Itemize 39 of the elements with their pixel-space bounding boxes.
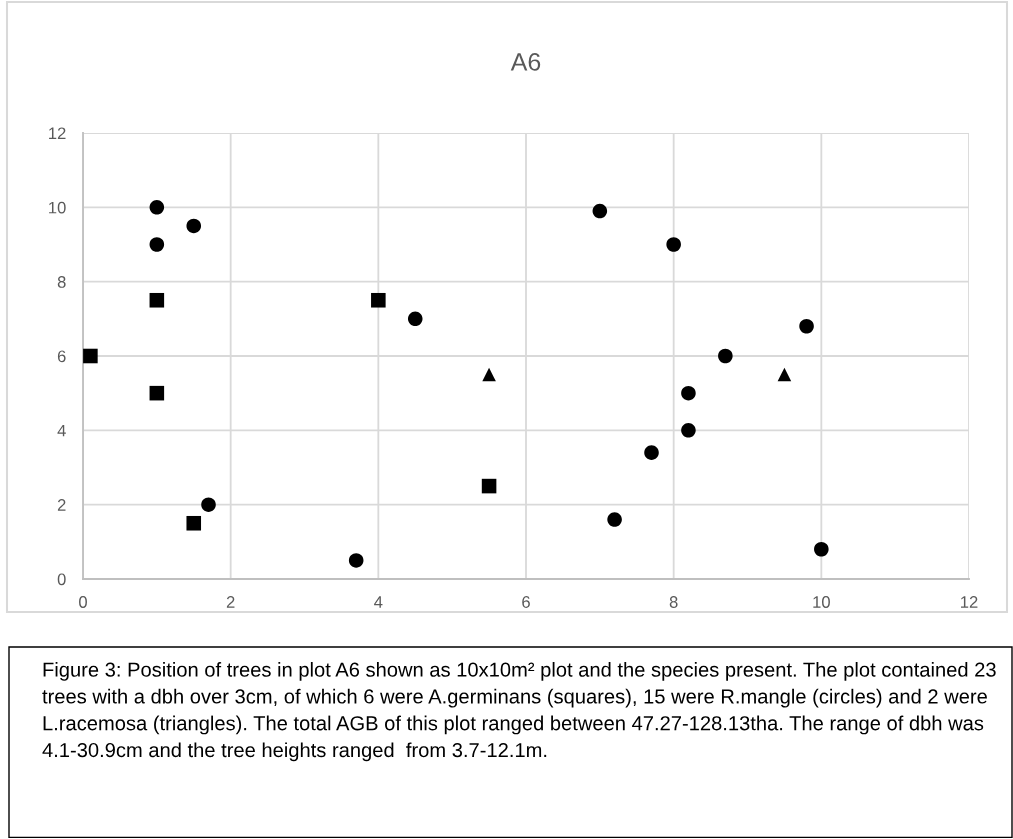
- point: [186, 515, 202, 531]
- point: [348, 553, 364, 568]
- point: [149, 385, 165, 401]
- y-tick-label: 6: [57, 350, 66, 363]
- point: [407, 311, 423, 327]
- point: [592, 203, 608, 219]
- point: [186, 218, 202, 234]
- x-tick-label: 4: [374, 596, 383, 608]
- point: [201, 497, 216, 512]
- point: [83, 348, 98, 364]
- point: [481, 478, 497, 494]
- y-tick-label: 10: [49, 201, 66, 214]
- point: [482, 367, 496, 382]
- point: [371, 292, 386, 308]
- point: [814, 541, 829, 557]
- y-tick-label: 8: [57, 276, 66, 288]
- point: [666, 237, 681, 252]
- x-tick-label: 10: [813, 596, 830, 608]
- y-tick-label: 0: [57, 573, 66, 586]
- point: [718, 348, 733, 364]
- point: [149, 292, 165, 308]
- x-tick-label: 12: [961, 596, 978, 608]
- x-tick-label: 8: [669, 596, 678, 608]
- point: [681, 385, 696, 401]
- x-tick-label: 0: [79, 596, 87, 608]
- x-tick-label: 2: [226, 596, 235, 608]
- y-tick-label: 12: [49, 127, 66, 140]
- point: [644, 445, 659, 460]
- y-tick-label: 2: [57, 499, 66, 511]
- point: [607, 512, 622, 527]
- point: [149, 200, 165, 215]
- point: [777, 367, 792, 382]
- point: [681, 423, 696, 438]
- point: [149, 237, 165, 252]
- y-tick-label: 4: [57, 424, 66, 437]
- chart-title: A6: [510, 53, 541, 71]
- x-tick-label: 6: [522, 596, 530, 608]
- caption: Figure 3: Position of trees in plot A6 shown as 10x10m² plot and the species present. The plot contained 23 trees with a dbh over 3cm, of which 6 were A.germinans (squares), 15 were R.mangle (circles) and 2 were L.racemosa (triangles). The total AGB of this plot ranged between 47.27-128.13tha. The range of dbh was 4.1-30.9cm and the tree heights ranged from 3.7-12.1m.: [42, 662, 996, 762]
- point: [799, 318, 814, 334]
